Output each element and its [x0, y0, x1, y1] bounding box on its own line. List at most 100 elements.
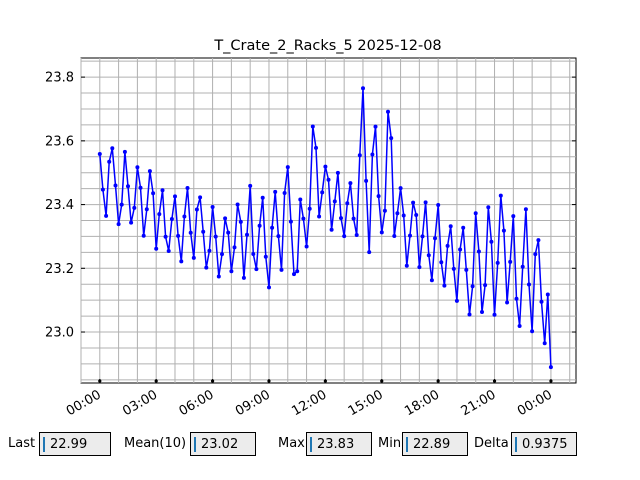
data-point — [119, 202, 124, 207]
data-point — [104, 213, 109, 218]
data-point — [194, 207, 199, 212]
data-point — [292, 272, 296, 277]
data-point — [389, 136, 394, 141]
data-point — [173, 194, 177, 199]
data-point — [176, 233, 181, 238]
data-point — [379, 230, 384, 235]
data-point — [376, 194, 381, 199]
data-point — [185, 186, 190, 190]
data-point — [395, 211, 400, 216]
data-point — [354, 233, 359, 237]
x-tick-label: 09:00 — [233, 387, 273, 419]
data-point — [282, 191, 287, 195]
data-point — [332, 199, 337, 204]
stat-delta-field[interactable]: 0.9375 — [511, 432, 577, 456]
data-point — [470, 284, 475, 289]
data-point — [473, 211, 478, 216]
data-point — [241, 275, 246, 280]
y-tick-label: 23.6 — [45, 134, 74, 149]
data-point — [204, 265, 209, 270]
data-point — [520, 264, 525, 269]
stat-max-label: Max — [278, 436, 305, 451]
data-point — [392, 234, 397, 238]
data-point — [454, 298, 459, 303]
text-cursor — [43, 437, 45, 452]
stat-delta-label: Delta — [474, 436, 509, 451]
data-point — [288, 219, 293, 224]
data-point — [198, 195, 203, 200]
data-point — [505, 300, 510, 305]
data-point — [533, 252, 538, 257]
data-point — [348, 181, 353, 186]
data-point — [448, 224, 453, 229]
data-point — [489, 239, 494, 244]
data-point — [545, 292, 550, 297]
data-point — [245, 232, 249, 237]
data-point — [307, 206, 312, 211]
text-cursor — [406, 437, 408, 452]
data-point — [154, 246, 159, 251]
data-point — [373, 124, 378, 129]
stat-last-field[interactable]: 22.99 — [39, 432, 111, 456]
data-point — [361, 86, 365, 91]
data-point — [229, 269, 234, 274]
data-point — [326, 177, 331, 182]
data-point — [226, 230, 231, 235]
stat-mean-value: 23.02 — [201, 437, 239, 452]
data-point — [514, 296, 519, 301]
data-point — [113, 183, 118, 188]
stat-max-value: 23.83 — [317, 437, 355, 452]
data-point — [151, 191, 156, 196]
y-tick-label: 23.2 — [45, 262, 74, 277]
x-tick-label: 06:00 — [177, 387, 217, 419]
data-point — [398, 186, 403, 191]
x-tick-dot — [210, 379, 215, 383]
data-point — [213, 234, 218, 239]
data-point — [508, 259, 513, 264]
data-point — [339, 216, 343, 221]
data-point — [436, 203, 441, 207]
data-point — [401, 213, 406, 218]
y-tick-label: 23.4 — [45, 198, 74, 213]
data-point — [420, 234, 425, 239]
data-point — [298, 197, 303, 202]
data-point — [426, 253, 431, 258]
data-point — [476, 249, 481, 254]
data-point — [144, 207, 149, 212]
stat-min-field[interactable]: 22.89 — [402, 432, 468, 456]
data-point — [370, 152, 375, 157]
data-point — [411, 200, 416, 205]
data-point — [351, 216, 356, 221]
x-tick-label: 00:00 — [64, 387, 104, 419]
data-point — [263, 254, 268, 259]
data-point — [254, 267, 259, 272]
stat-last-value: 22.99 — [50, 437, 88, 452]
data-point — [486, 205, 491, 210]
data-point — [110, 146, 115, 151]
text-cursor — [194, 437, 196, 452]
data-point — [464, 267, 469, 272]
stat-mean-field[interactable]: 23.02 — [190, 432, 256, 456]
data-point — [126, 184, 130, 189]
data-point — [279, 267, 284, 272]
data-point — [320, 190, 325, 195]
data-point — [138, 185, 143, 190]
data-point — [414, 213, 419, 217]
stat-min-value: 22.89 — [413, 437, 451, 452]
data-point — [429, 278, 434, 283]
data-point — [260, 195, 265, 200]
data-point — [310, 124, 315, 129]
data-point — [107, 159, 112, 164]
series-temperature — [97, 86, 553, 370]
data-point — [367, 250, 372, 255]
data-point — [314, 145, 318, 150]
data-point — [132, 205, 137, 210]
x-tick-dot — [267, 379, 271, 383]
data-point — [251, 252, 256, 256]
x-tick-dot — [549, 379, 553, 383]
stat-max-field[interactable]: 23.83 — [306, 432, 372, 456]
data-point — [536, 238, 541, 243]
data-point — [207, 248, 212, 253]
data-point — [517, 324, 522, 328]
chart-title: T_Crate_2_Racks_5 2025-12-08 — [213, 38, 441, 54]
